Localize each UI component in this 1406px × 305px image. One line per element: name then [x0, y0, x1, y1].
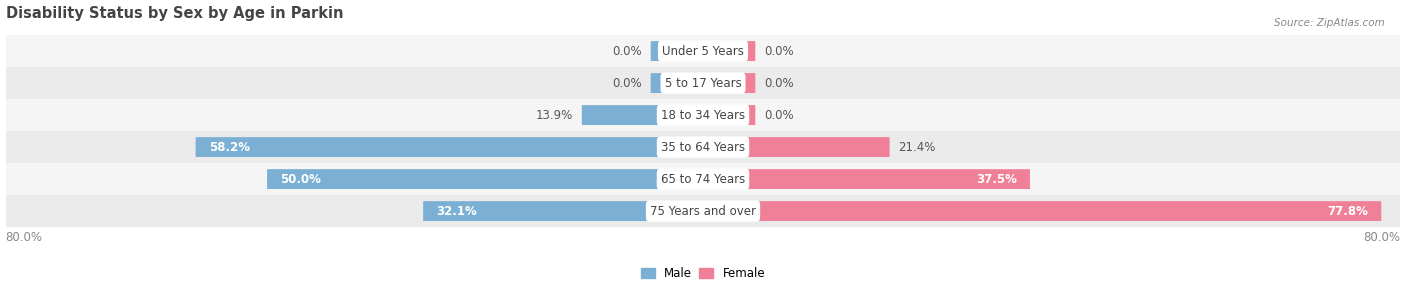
- FancyBboxPatch shape: [6, 131, 1400, 163]
- FancyBboxPatch shape: [651, 73, 703, 93]
- Text: 50.0%: 50.0%: [280, 173, 321, 185]
- FancyBboxPatch shape: [6, 99, 1400, 131]
- Text: 58.2%: 58.2%: [208, 141, 250, 154]
- FancyBboxPatch shape: [703, 105, 755, 125]
- FancyBboxPatch shape: [6, 35, 1400, 67]
- Text: 80.0%: 80.0%: [6, 231, 42, 244]
- Text: 0.0%: 0.0%: [763, 45, 793, 58]
- Text: 75 Years and over: 75 Years and over: [650, 205, 756, 217]
- Text: 37.5%: 37.5%: [976, 173, 1017, 185]
- FancyBboxPatch shape: [6, 163, 1400, 195]
- Text: 0.0%: 0.0%: [613, 45, 643, 58]
- Text: 77.8%: 77.8%: [1327, 205, 1368, 217]
- Text: 18 to 34 Years: 18 to 34 Years: [661, 109, 745, 122]
- FancyBboxPatch shape: [703, 137, 890, 157]
- FancyBboxPatch shape: [582, 105, 703, 125]
- Text: 0.0%: 0.0%: [613, 77, 643, 90]
- FancyBboxPatch shape: [423, 201, 703, 221]
- FancyBboxPatch shape: [267, 169, 703, 189]
- Text: Disability Status by Sex by Age in Parkin: Disability Status by Sex by Age in Parki…: [6, 5, 343, 20]
- Text: 0.0%: 0.0%: [763, 77, 793, 90]
- Text: 35 to 64 Years: 35 to 64 Years: [661, 141, 745, 154]
- Text: 13.9%: 13.9%: [536, 109, 574, 122]
- FancyBboxPatch shape: [195, 137, 703, 157]
- FancyBboxPatch shape: [703, 169, 1031, 189]
- FancyBboxPatch shape: [6, 67, 1400, 99]
- Text: 80.0%: 80.0%: [1364, 231, 1400, 244]
- Text: 32.1%: 32.1%: [436, 205, 477, 217]
- FancyBboxPatch shape: [703, 73, 755, 93]
- Legend: Male, Female: Male, Female: [636, 263, 770, 285]
- FancyBboxPatch shape: [6, 195, 1400, 227]
- Text: 0.0%: 0.0%: [763, 109, 793, 122]
- FancyBboxPatch shape: [703, 41, 755, 61]
- FancyBboxPatch shape: [651, 41, 703, 61]
- Text: Source: ZipAtlas.com: Source: ZipAtlas.com: [1274, 18, 1385, 28]
- FancyBboxPatch shape: [703, 201, 1381, 221]
- Text: Under 5 Years: Under 5 Years: [662, 45, 744, 58]
- Text: 5 to 17 Years: 5 to 17 Years: [665, 77, 741, 90]
- Text: 65 to 74 Years: 65 to 74 Years: [661, 173, 745, 185]
- Text: 21.4%: 21.4%: [898, 141, 935, 154]
